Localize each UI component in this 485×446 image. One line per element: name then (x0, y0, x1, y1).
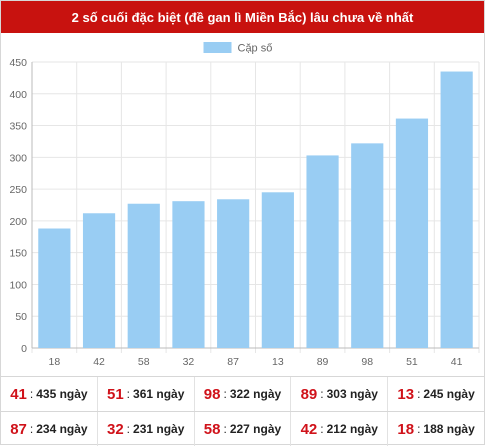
stat-number: 32 (106, 420, 124, 438)
stat-days: 435 ngày (36, 387, 88, 401)
stat-separator: : (29, 422, 34, 436)
stat-number: 18 (397, 420, 415, 438)
stats-table: 41:435 ngày 51:361 ngày 98:322 ngày 89:303 … (1, 376, 484, 446)
legend-swatch (203, 42, 232, 53)
stat-cell: 41:435 ngày (1, 377, 97, 411)
stat-separator: : (126, 422, 131, 436)
bar-41 (440, 71, 473, 349)
x-tick-label: 51 (406, 356, 418, 368)
stat-days: 212 ngày (326, 422, 378, 436)
y-tick-label: 350 (9, 121, 27, 133)
stat-separator: : (126, 387, 131, 401)
stat-days: 188 ngày (423, 422, 475, 436)
y-tick-label: 0 (21, 343, 27, 355)
stat-number: 13 (397, 385, 415, 403)
y-tick-label: 300 (9, 152, 27, 164)
y-tick-label: 450 (9, 57, 27, 69)
x-tick-label: 41 (451, 356, 463, 368)
stat-days: 227 ngày (229, 422, 282, 436)
x-tick-label: 98 (361, 356, 373, 368)
bar-87 (217, 199, 250, 348)
stat-days: 231 ngày (133, 422, 185, 436)
y-tick-label: 400 (9, 89, 27, 101)
bar-18 (38, 228, 71, 348)
x-tick-label: 32 (183, 356, 195, 368)
x-tick-label: 58 (138, 356, 150, 368)
x-tick-label: 13 (272, 356, 284, 368)
y-tick-label: 100 (9, 279, 27, 291)
stat-number: 89 (300, 385, 318, 403)
bar-42 (82, 213, 116, 348)
bar-32 (172, 201, 205, 348)
y-tick-label: 150 (9, 248, 27, 260)
stat-days: 303 ngày (326, 387, 378, 401)
bar-51 (395, 118, 429, 348)
y-tick-label: 250 (9, 184, 27, 196)
stat-cell: 89:303 ngày (290, 377, 387, 411)
stat-cell: 18:188 ngày (387, 412, 484, 446)
bar-chart: Cặp số 0 50 100 150 200 250 300 350 400 450 18 42 58 3… (9, 42, 480, 368)
stat-number: 58 (203, 420, 221, 438)
x-tick-label: 18 (49, 356, 61, 368)
stat-number: 41 (10, 385, 27, 403)
stat-number: 98 (203, 385, 221, 403)
bar-98 (351, 143, 384, 348)
stat-days: 361 ngày (133, 387, 185, 401)
y-tick-label: 50 (15, 311, 27, 323)
stats-row: 41:435 ngày 51:361 ngày 98:322 ngày 89:303 … (1, 377, 484, 411)
x-tick-label: 87 (227, 356, 239, 368)
stat-separator: : (320, 422, 324, 436)
stat-separator: : (320, 387, 324, 401)
stat-cell: 58:227 ngày (193, 412, 291, 446)
stat-separator: : (223, 387, 227, 401)
stat-cell: 42:212 ngày (290, 412, 387, 446)
stat-cell: 32:231 ngày (96, 412, 194, 446)
stat-days: 322 ngày (229, 387, 282, 401)
stat-days: 245 ngày (423, 387, 475, 401)
x-tick-label: 42 (93, 356, 105, 368)
stats-row: 87:234 ngày 32:231 ngày 58:227 ngày 42:212 … (1, 411, 484, 446)
stat-days: 234 ngày (36, 422, 88, 436)
stat-separator: : (417, 422, 421, 436)
x-tick-label: 89 (317, 356, 329, 368)
chart-title: 2 số cuối đặc biệt (đề gan lì Miền Bắc) … (1, 1, 484, 33)
stat-number: 51 (106, 385, 124, 403)
stat-cell: 13:245 ngày (387, 377, 484, 411)
stat-separator: : (223, 422, 227, 436)
stat-separator: : (29, 387, 34, 401)
y-tick-label: 200 (9, 216, 27, 228)
stat-number: 42 (300, 420, 318, 438)
legend-label: Cặp số (238, 43, 273, 55)
bar-89 (306, 155, 339, 348)
bar-58 (127, 203, 160, 348)
stat-cell: 51:361 ngày (96, 377, 194, 411)
stat-number: 87 (10, 420, 27, 438)
stat-cell: 98:322 ngày (193, 377, 291, 411)
stat-separator: : (417, 387, 421, 401)
bar-13 (261, 192, 294, 348)
stat-cell: 87:234 ngày (1, 412, 97, 446)
